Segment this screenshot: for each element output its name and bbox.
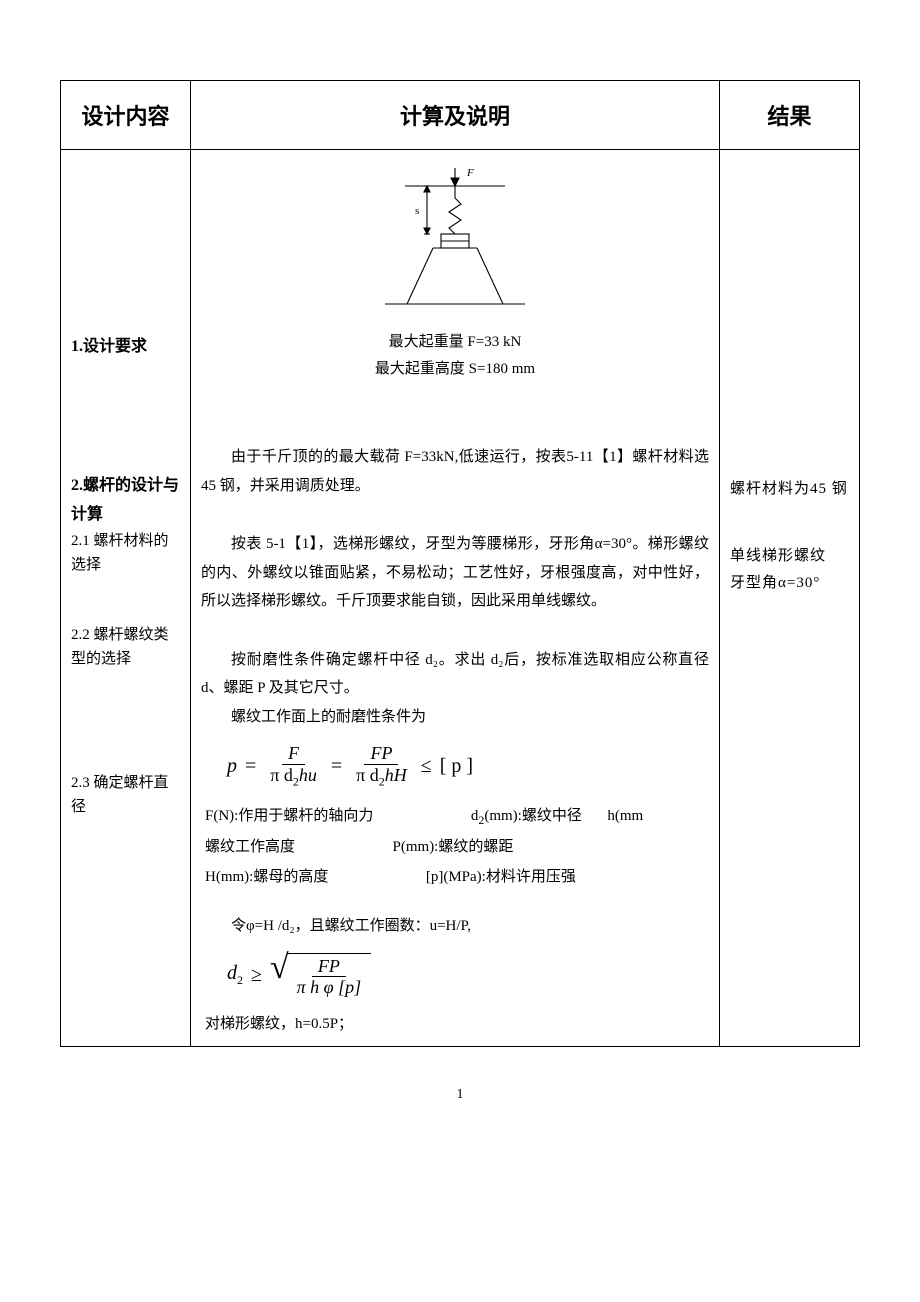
sqrt-expression: √ FP π h φ [p] bbox=[270, 953, 371, 998]
table-body-row: 1.设计要求 2.螺杆的设计与计算 2.1 螺杆材料的选择 2.2 螺杆螺纹类型… bbox=[61, 150, 860, 1047]
param-line-2: 螺纹工作高度 P(mm):螺纹的螺距 bbox=[205, 832, 709, 862]
f1-frac1: F π d2hu bbox=[264, 743, 323, 789]
formula-wear-condition: p = F π d2hu = FP π d2hH ≤ [ p ] bbox=[227, 743, 709, 789]
jack-svg: F s bbox=[355, 164, 555, 314]
section1-title: 1.设计要求 bbox=[71, 333, 180, 362]
section23-title: 2.3 确定螺杆直径 bbox=[71, 771, 180, 819]
result-s21: 螺杆材料为45 钢 bbox=[730, 476, 849, 503]
diagram-f-label: F bbox=[466, 167, 474, 179]
table-header-row: 设计内容 计算及说明 结果 bbox=[61, 81, 860, 150]
header-design-content: 设计内容 bbox=[61, 81, 191, 150]
header-result: 结果 bbox=[720, 81, 860, 150]
s23-body1: 按耐磨性条件确定螺杆中径 d₂。求出 d₂后，按标准选取相应公称直径 d、螺距 … bbox=[201, 646, 709, 703]
right-column: 螺杆材料为45 钢 单线梯形螺纹 牙型角α=30° bbox=[720, 150, 860, 1047]
result-s22-l2: 牙型角α=30° bbox=[730, 570, 849, 597]
f1-lhs: p bbox=[227, 755, 237, 778]
jack-diagram: F s bbox=[201, 164, 709, 319]
req-line2: 最大起重高度 S=180 mm bbox=[201, 356, 709, 383]
left-column: 1.设计要求 2.螺杆的设计与计算 2.1 螺杆材料的选择 2.2 螺杆螺纹类型… bbox=[61, 150, 191, 1047]
diagram-s-label: s bbox=[415, 205, 419, 217]
header-calc-desc: 计算及说明 bbox=[191, 81, 720, 150]
f1-rhs: [ p ] bbox=[440, 755, 473, 778]
s22-body: 按表 5-1【1】，选梯形螺纹，牙型为等腰梯形，牙形角α=30°。梯形螺纹的内、… bbox=[201, 530, 709, 616]
param-line-1: F(N):作用于螺杆的轴向力 d2(mm):螺纹中径 h(mm bbox=[205, 801, 709, 832]
param-line-3: H(mm):螺母的高度 [p](MPa):材料许用压强 bbox=[205, 862, 709, 892]
section21-title: 2.1 螺杆材料的选择 bbox=[71, 529, 180, 577]
req-line1: 最大起重量 F=33 kN bbox=[201, 329, 709, 356]
design-table: 设计内容 计算及说明 结果 1.设计要求 2.螺杆的设计与计算 2.1 螺杆材料… bbox=[60, 80, 860, 1047]
section2-title: 2.螺杆的设计与计算 bbox=[71, 472, 180, 530]
s23-body4: 对梯形螺纹，h=0.5P； bbox=[205, 1010, 709, 1039]
formula-d2-min: d2 ≥ √ FP π h φ [p] bbox=[227, 953, 709, 998]
middle-column: F s bbox=[191, 150, 720, 1047]
page-number: 1 bbox=[60, 1087, 860, 1103]
s21-body: 由于千斤顶的的最大载荷 F=33kN,低速运行，按表5-11【1】螺杆材料选 4… bbox=[201, 443, 709, 500]
section22-title: 2.2 螺杆螺纹类型的选择 bbox=[71, 623, 180, 671]
f1-frac2: FP π d2hH bbox=[350, 743, 413, 789]
result-s22-l1: 单线梯形螺纹 bbox=[730, 543, 849, 570]
s23-body3: 令φ=H /d₂，且螺纹工作圈数：u=H/P, bbox=[201, 912, 709, 941]
s23-body2: 螺纹工作面上的耐磨性条件为 bbox=[201, 703, 709, 732]
